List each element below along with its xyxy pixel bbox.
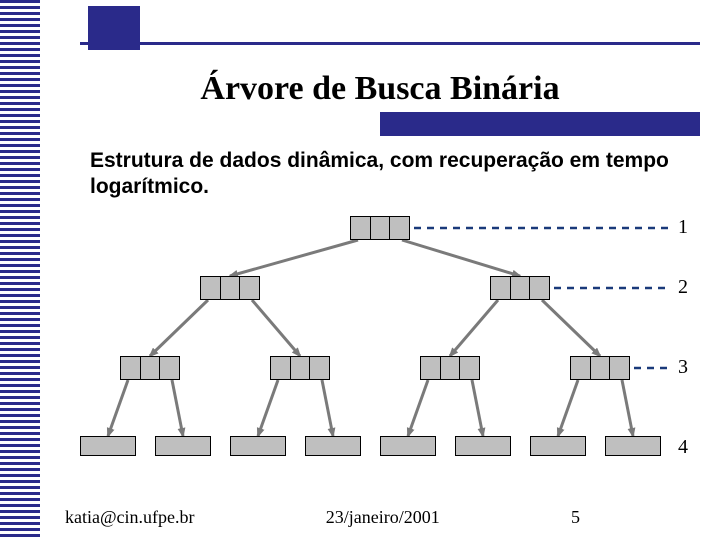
tree-leaf-node [305,436,361,456]
tree-internal-node [570,356,630,380]
tree-edge-arrow [172,380,183,436]
tree-leaf-node [530,436,586,456]
tree-leaf-node [155,436,211,456]
tree-edge-arrow [108,380,128,436]
tree-edge-arrow [258,380,278,436]
footer-page-number: 5 [571,507,580,528]
tree-internal-node [120,356,180,380]
level-label: 4 [678,436,688,459]
tree-leaf-node [455,436,511,456]
tree-internal-node [420,356,480,380]
tree-edge-arrow [622,380,633,436]
tree-edge-arrow [322,380,333,436]
tree-edge-arrow [558,380,578,436]
tree-edge-arrow [150,300,208,356]
tree-edge-arrow [252,300,300,356]
tree-leaf-node [230,436,286,456]
footer-email: katia@cin.ufpe.br [65,507,195,528]
tree-internal-node [200,276,260,300]
slide-subtitle: Estrutura de dados dinâmica, com recuper… [90,148,670,201]
tree-edge-arrow [408,380,428,436]
title-underline-block [380,112,700,136]
tree-internal-node [350,216,410,240]
level-label: 2 [678,276,688,299]
tree-edge-arrow [472,380,483,436]
tree-edge-arrow [402,240,520,276]
tree-leaf-node [80,436,136,456]
left-stripe-decor [0,0,40,540]
tree-internal-node [270,356,330,380]
tree-edge-arrow [450,300,498,356]
level-label: 3 [678,356,688,379]
level-label: 1 [678,216,688,239]
tree-edges-svg [60,216,700,466]
top-horizontal-rule [80,42,700,45]
tree-leaf-node [605,436,661,456]
tree-edge-arrow [542,300,600,356]
tree-edge-arrow [230,240,358,276]
slide-footer: katia@cin.ufpe.br 23/janeiro/2001 5 [65,507,700,528]
tree-leaf-node [380,436,436,456]
slide-title: Árvore de Busca Binária [60,70,700,108]
tree-internal-node [490,276,550,300]
top-decoration [40,0,720,60]
footer-date: 23/janeiro/2001 [326,507,440,528]
tree-diagram: 1 2 3 4 [60,216,700,466]
